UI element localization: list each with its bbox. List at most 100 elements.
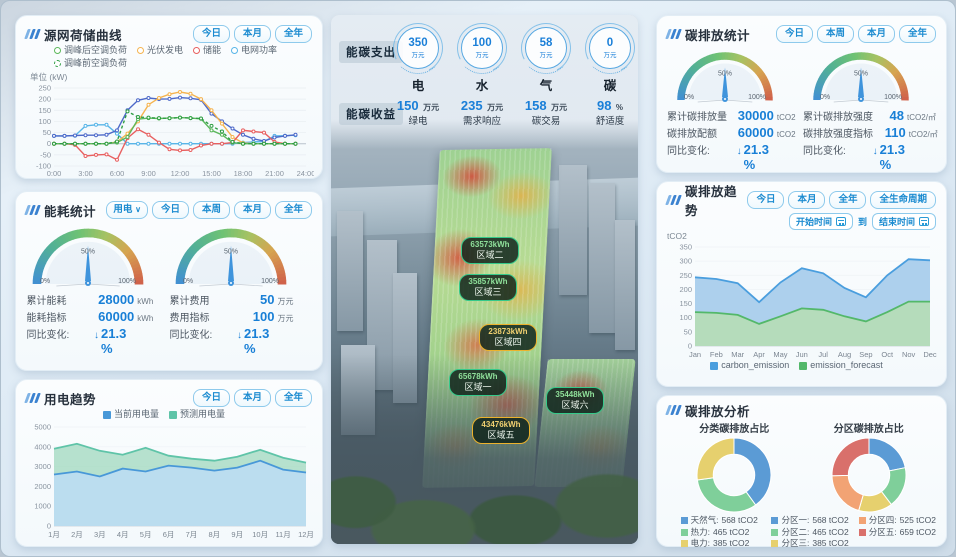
this-month-button[interactable]: 本月 — [233, 389, 271, 407]
today-button[interactable]: 今日 — [192, 389, 230, 407]
panel-energy-stats: 能耗统计 用电 ∨ 今日 本周 本月 全年 0% 100% 50% 累计能耗 2800… — [15, 191, 323, 371]
chart-legend: carbon_emission emission_forecast — [667, 359, 936, 372]
today-button[interactable]: 今日 — [151, 201, 189, 219]
income-item-name: 需求响应 — [462, 116, 501, 127]
category-donut-chart — [696, 437, 772, 513]
legend-marker-icon — [54, 47, 61, 54]
this-week-button[interactable]: 本周 — [192, 201, 230, 219]
energy-gauge-block: 0% 100% 50% 累计能耗 28000 kWh 能耗指标 60000 kWh 同比变化… — [27, 222, 169, 356]
this-year-button[interactable]: 全年 — [274, 389, 312, 407]
panel-source-grid-curve: 源网荷储曲线 今日 本月 全年 调峰后空调负荷 光伏发电 储能 电网功率 调峰前… — [15, 15, 323, 179]
yoy-row: 同比变化: ↓ 21.3 % — [26, 326, 127, 356]
yoy-row: 同比变化: ↓ 21.3 % — [803, 142, 905, 172]
chart-legend: 调峰后空调负荷 光伏发电 储能 电网功率 调峰前空调负荷 — [26, 44, 312, 70]
legend-marker-icon — [799, 361, 808, 370]
this-week-button[interactable]: 本周 — [816, 25, 854, 43]
svg-text:9月: 9月 — [231, 530, 243, 539]
panel-title-icon — [665, 29, 682, 39]
down-arrow-icon: ↓ — [237, 330, 243, 341]
this-year-button[interactable]: 全年 — [898, 25, 936, 43]
zone-label-5[interactable]: 43476kWh 区域五 — [472, 417, 530, 445]
expense-label: 能碳支出 — [339, 41, 403, 63]
legend-item: 电网功率 — [231, 44, 277, 57]
panel-carbon-stats: 碳排放统计 今日 本周 本月 全年 0% 100% 50% 累计碳排放量 30000 t… — [656, 15, 947, 173]
energy-carbon-overlay: 能碳支出 350 万元 100 万元 58 万元 0 万元 电 水 气 碳 能碳收益 — [331, 15, 638, 149]
today-button[interactable]: 今日 — [747, 191, 785, 209]
today-button[interactable]: 今日 — [192, 25, 230, 43]
svg-text:0: 0 — [47, 522, 51, 531]
svg-text:Feb: Feb — [710, 350, 723, 359]
income-label: 能碳收益 — [339, 103, 403, 125]
legend-marker-icon — [771, 517, 779, 525]
svg-text:50: 50 — [43, 128, 51, 137]
panel-carbon-trend: 碳排放趋势 今日 本月 全年 全生命周期 开始时间 到 结束时间 tCO2 0 5… — [656, 181, 947, 387]
start-date-picker[interactable]: 开始时间 — [788, 213, 853, 230]
this-month-button[interactable]: 本月 — [857, 25, 895, 43]
down-arrow-icon: ↓ — [736, 146, 742, 157]
stat-row: 碳排放配额 60000 tCO2 — [667, 125, 796, 140]
panel-title: 碳排放分析 — [685, 404, 751, 419]
svg-text:11月: 11月 — [275, 530, 290, 539]
income-value: 235 万元 — [460, 98, 504, 113]
legend-marker-icon — [710, 361, 719, 370]
svg-text:5月: 5月 — [140, 530, 152, 539]
this-year-button[interactable]: 全年 — [274, 201, 312, 219]
legend-item: 光伏发电 — [137, 44, 183, 57]
panel-title: 碳排放统计 — [685, 28, 751, 43]
y-axis-unit-label: tCO2 — [667, 231, 687, 241]
this-year-button[interactable]: 全年 — [829, 191, 867, 209]
panel-title: 碳排放趋势 — [685, 185, 738, 218]
zone-label-4[interactable]: 23873kWh 区域四 — [479, 324, 537, 352]
stat-row: 累计费用 50 万元 — [169, 292, 294, 307]
lifecycle-button[interactable]: 全生命周期 — [870, 191, 936, 209]
this-month-button[interactable]: 本月 — [233, 201, 271, 219]
svg-text:Jul: Jul — [818, 350, 828, 359]
svg-text:0%: 0% — [820, 94, 830, 101]
svg-text:May: May — [773, 350, 787, 359]
legend-marker-icon — [193, 47, 201, 54]
calendar-icon — [919, 217, 929, 226]
svg-text:1月: 1月 — [48, 530, 60, 539]
svg-text:0%: 0% — [183, 278, 193, 285]
this-month-button[interactable]: 本月 — [233, 25, 271, 43]
this-month-button[interactable]: 本月 — [788, 191, 826, 209]
svg-text:3000: 3000 — [34, 462, 51, 471]
zone-label-3[interactable]: 35857kWh 区域三 — [459, 274, 517, 302]
panel-title-icon — [24, 393, 41, 403]
today-button[interactable]: 今日 — [775, 25, 813, 43]
carbon-intensity-gauge-block: 0% 100% 50% 累计碳排放强度 48 tCO2/㎡ 碳排放强度指标 110 tCO2… — [803, 46, 939, 172]
zone-label-2[interactable]: 63573kWh 区域二 — [461, 237, 519, 265]
svg-text:3月: 3月 — [94, 530, 106, 539]
svg-text:100: 100 — [679, 313, 692, 322]
legend-marker-icon — [137, 47, 145, 54]
stat-row: 累计碳排放强度 48 tCO2/㎡ — [803, 108, 936, 123]
end-date-picker[interactable]: 结束时间 — [871, 213, 936, 230]
y-axis-unit-label: 单位 (kW) — [30, 72, 68, 82]
this-year-button[interactable]: 全年 — [274, 25, 312, 43]
energy-type-dropdown[interactable]: 用电 ∨ — [106, 201, 148, 219]
power-trend-area-chart: 0 1000 2000 3000 4000 5000 1月 2月 3月 4月 5月 6月 7月 8月 9月 1… — [34, 423, 314, 540]
panel-title: 用电趋势 — [44, 392, 97, 407]
stat-row: 累计碳排放量 30000 tCO2 — [667, 108, 796, 123]
zone-label-1[interactable]: 65678kWh 区域一 — [449, 369, 507, 397]
panel-title: 能耗统计 — [44, 204, 97, 219]
legend-marker-icon — [771, 540, 779, 548]
expense-item-name: 水 — [475, 79, 489, 93]
legend-item: 调峰后空调负荷 — [54, 44, 127, 57]
svg-text:3:00: 3:00 — [78, 169, 93, 178]
cost-total-gauge: 0% 100% 50% — [175, 228, 286, 287]
legend-marker-icon — [680, 517, 688, 525]
expense-badge-electricity: 350 万元 — [386, 16, 450, 80]
legend-marker-icon — [231, 47, 239, 54]
panel-title-icon — [24, 29, 41, 39]
svg-text:50%: 50% — [223, 249, 237, 256]
stat-row: 费用指标 100 万元 — [169, 309, 294, 324]
zone-label-6[interactable]: 35448kWh 区域六 — [546, 387, 604, 415]
svg-text:4月: 4月 — [117, 530, 129, 539]
svg-text:200: 200 — [38, 95, 51, 104]
svg-text:-50: -50 — [40, 150, 51, 159]
svg-text:Mar: Mar — [731, 350, 744, 359]
svg-text:50%: 50% — [718, 70, 732, 77]
category-donut-legend: 天然气: 568 tCO2 热力: 465 tCO2 电力: 385 tCO2 — [667, 515, 771, 550]
